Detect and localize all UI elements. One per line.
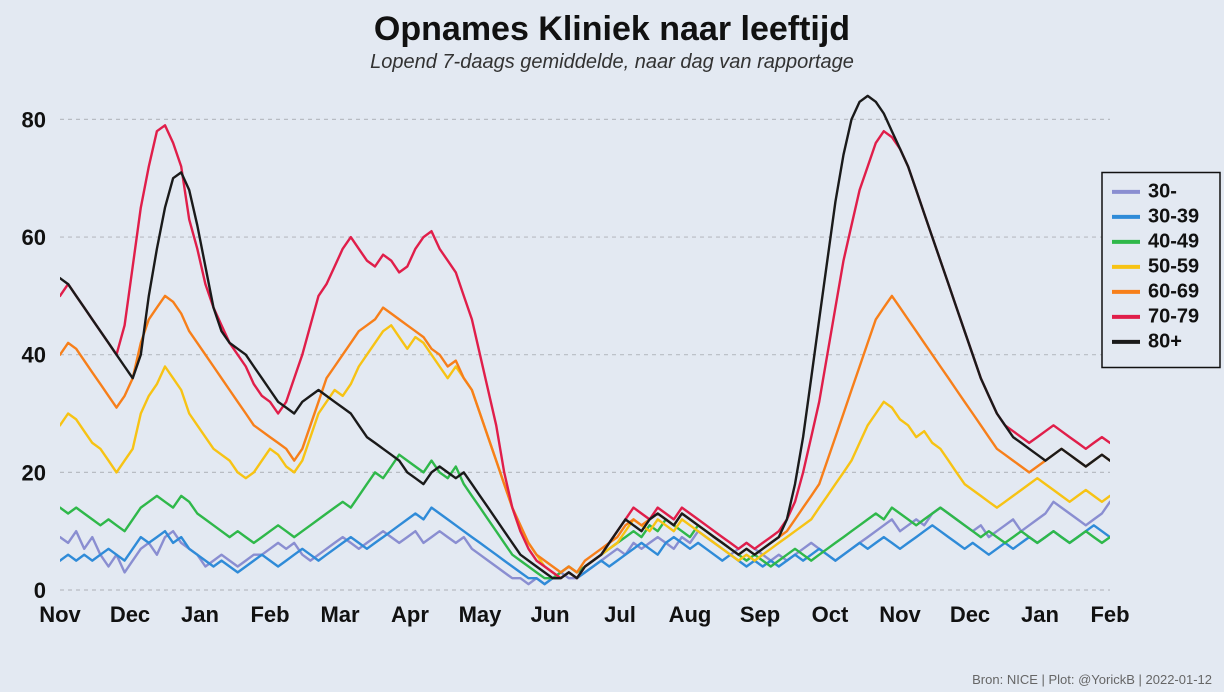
chart-subtitle: Lopend 7-daags gemiddelde, naar dag van … — [370, 51, 854, 73]
x-tick-label: Jun — [530, 602, 569, 627]
x-tick-label: Dec — [950, 602, 990, 627]
x-tick-label: Jan — [1021, 602, 1059, 627]
legend-label: 30- — [1148, 181, 1177, 203]
chart-footer: Bron: NICE | Plot: @YorickB | 2022-01-12 — [972, 672, 1212, 687]
x-tick-label: Dec — [110, 602, 150, 627]
legend-label: 70-79 — [1148, 306, 1199, 328]
chart-container: 0 20 40 60 80 Nov Dec Jan Feb Mar Apr May Jun Jul Aug S… — [0, 0, 1224, 692]
y-tick-label: 80 — [22, 107, 46, 132]
legend-label: 80+ — [1148, 331, 1182, 353]
x-tick-label: Sep — [740, 602, 780, 627]
legend: 30- 30-39 40-49 50-59 60-69 70-79 80+ — [1102, 173, 1220, 368]
y-tick-label: 40 — [22, 343, 46, 368]
legend-label: 40-49 — [1148, 231, 1199, 253]
legend-label: 60-69 — [1148, 281, 1199, 303]
y-tick-label: 20 — [22, 460, 46, 485]
legend-label: 50-59 — [1148, 256, 1199, 278]
legend-label: 30-39 — [1148, 206, 1199, 228]
x-tick-label: Feb — [250, 602, 289, 627]
x-tick-label: Nov — [39, 602, 81, 627]
y-tick-label: 0 — [34, 578, 46, 603]
x-tick-label: May — [459, 602, 503, 627]
x-tick-label: Oct — [812, 602, 849, 627]
x-tick-label: Nov — [879, 602, 921, 627]
chart-title: Opnames Kliniek naar leeftijd — [374, 10, 850, 48]
x-tick-label: Feb — [1090, 602, 1129, 627]
x-tick-label: Apr — [391, 602, 429, 627]
y-tick-label: 60 — [22, 225, 46, 250]
chart-svg: 0 20 40 60 80 Nov Dec Jan Feb Mar Apr May Jun Jul Aug S… — [0, 0, 1224, 692]
x-tick-label: Jul — [604, 602, 636, 627]
x-tick-label: Aug — [669, 602, 712, 627]
x-tick-label: Jan — [181, 602, 219, 627]
x-tick-label: Mar — [320, 602, 360, 627]
